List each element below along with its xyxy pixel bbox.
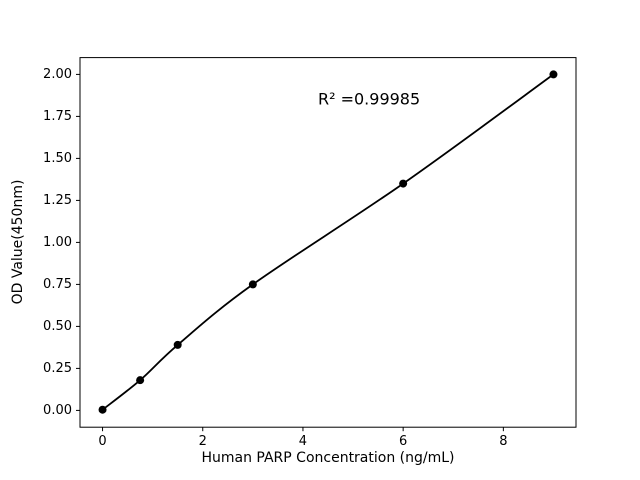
y-tick-label: 0.50 — [43, 319, 72, 334]
x-axis-label: Human PARP Concentration (ng/mL) — [201, 450, 454, 466]
data-point-marker — [173, 340, 182, 349]
data-point-marker — [549, 70, 558, 79]
y-tick-label: 1.50 — [43, 151, 72, 166]
y-tick-label: 0.00 — [43, 403, 72, 418]
y-tick-label: 1.75 — [43, 109, 72, 124]
x-tick-label: 6 — [399, 434, 407, 449]
data-point-marker — [399, 179, 408, 188]
data-point-marker — [98, 405, 107, 414]
x-axis-ticks: 0 2 4 6 8 — [98, 427, 507, 449]
data-points — [98, 70, 558, 414]
x-tick-label: 8 — [499, 434, 507, 449]
y-tick-label: 2.00 — [43, 67, 72, 82]
x-tick-label: 0 — [98, 434, 106, 449]
y-tick-label: 1.00 — [43, 235, 72, 250]
y-tick-label: 1.25 — [43, 193, 72, 208]
y-axis-label: OD Value(450nm) — [10, 180, 26, 305]
fitted-curve-line — [101, 73, 554, 411]
y-axis-ticks: 0.00 0.25 0.50 0.75 1.00 1.25 1.50 1.75 2.00 — [43, 67, 80, 418]
data-point-marker — [248, 280, 257, 289]
x-tick-label: 2 — [199, 434, 207, 449]
x-tick-label: 4 — [299, 434, 307, 449]
y-tick-label: 0.75 — [43, 277, 72, 292]
data-point-marker — [136, 376, 145, 385]
y-tick-label: 0.25 — [43, 361, 72, 376]
r-squared-annotation: R² =0.99985 — [318, 90, 420, 109]
